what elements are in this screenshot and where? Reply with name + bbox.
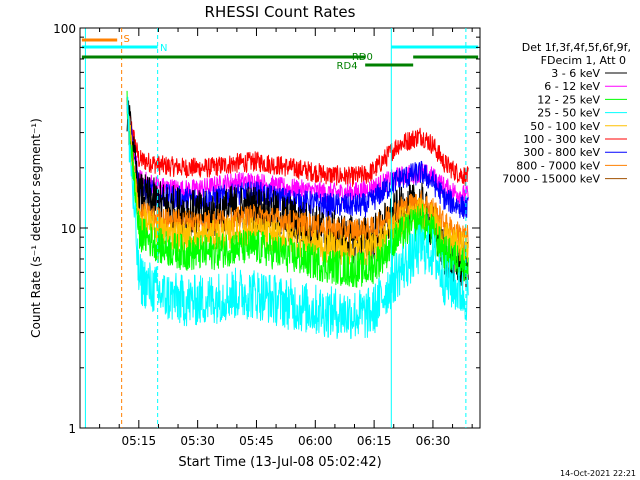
legend-entry-label: 3 - 6 keV [551,67,600,80]
x-tick-label: 06:15 [357,434,392,448]
legend-entry-label: 800 - 7000 keV [516,159,600,172]
legend-entry-label: 6 - 12 keV [544,80,600,93]
legend-entry-label: 100 - 300 keV [523,133,600,146]
legend-header-line-1: Det 1f,3f,4f,5f,6f,9f, [522,41,631,54]
annotation-label-rd0: RD0 [352,52,373,63]
footer-date: 14-Oct-2021 22:21 [560,469,636,478]
legend-entry-label: 7000 - 15000 keV [502,173,600,186]
x-tick-label: 06:30 [416,434,451,448]
y-tick-label: 100 [53,22,76,36]
y-axis-label: Count Rate (s⁻¹ detector segment⁻¹) [29,118,43,338]
annotation-label-n: N [160,43,167,54]
legend-header-line-2: FDecim 1, Att 0 [541,54,626,67]
series-line-25-50-kev [126,96,469,340]
y-tick-label: 1 [68,422,76,436]
legend-entry-label: 12 - 25 keV [537,93,600,106]
series-line-6-12-kev [126,98,469,205]
series-line-12-25-kev [126,90,469,288]
legend-entry-label: 300 - 800 keV [523,146,600,159]
annotation-label-rd4: RD4 [337,61,358,72]
y-tick-label: 10 [61,222,76,236]
x-tick-label: 05:30 [180,434,215,448]
x-tick-label: 06:00 [298,434,333,448]
annotation-label-s: S [124,34,130,45]
chart-title: RHESSI Count Rates [205,3,356,21]
x-axis-label: Start Time (13-Jul-08 05:02:42) [178,455,381,470]
legend-entry-label: 50 - 100 keV [530,120,600,133]
series-line-100-300-kev [126,102,469,187]
x-tick-label: 05:45 [239,434,274,448]
x-tick-label: 05:15 [122,434,157,448]
legend-entry-label: 25 - 50 keV [537,107,600,120]
